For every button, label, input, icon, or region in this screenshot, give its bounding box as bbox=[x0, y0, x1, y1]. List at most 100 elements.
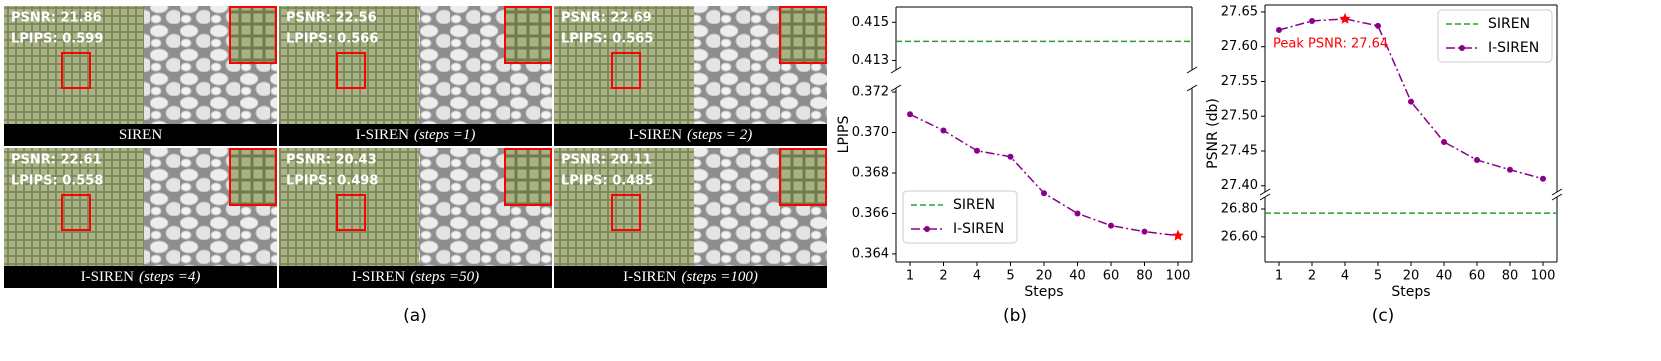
point-marker bbox=[1108, 222, 1114, 229]
star-marker bbox=[1339, 12, 1351, 24]
point-marker bbox=[1474, 157, 1480, 164]
break-mark bbox=[890, 66, 902, 74]
psnr-label: PSNR: 21.86 bbox=[11, 11, 102, 26]
annotation: Peak PSNR: 27.64 bbox=[1273, 36, 1388, 51]
lpips-label: LPIPS: 0.498 bbox=[286, 174, 378, 189]
psnr-label: PSNR: 20.11 bbox=[561, 153, 652, 168]
caption-bar bbox=[4, 124, 277, 146]
y-tick-label: 27.45 bbox=[1221, 143, 1258, 158]
psnr-label: PSNR: 22.69 bbox=[561, 11, 652, 26]
zoom-box bbox=[611, 194, 641, 231]
zoom-inset bbox=[229, 148, 277, 206]
setting: (steps = 2) bbox=[687, 127, 752, 143]
x-tick-label: 60 bbox=[1103, 269, 1120, 284]
texture-image bbox=[554, 148, 694, 266]
y-tick-label: 27.55 bbox=[1221, 74, 1258, 89]
point-marker bbox=[1507, 166, 1513, 173]
lpips-label: LPIPS: 0.566 bbox=[286, 32, 378, 47]
break-mark bbox=[1186, 84, 1198, 92]
lpips-label: LPIPS: 0.599 bbox=[11, 32, 103, 47]
x-tick-label: 100 bbox=[1531, 269, 1556, 284]
y-tick-label: 26.80 bbox=[1221, 201, 1258, 216]
caption-bar bbox=[554, 124, 827, 146]
method: I-SIREN bbox=[356, 127, 409, 143]
point-marker bbox=[1074, 210, 1081, 217]
method: I-SIREN bbox=[352, 269, 405, 285]
y-tick-label: 0.413 bbox=[852, 53, 889, 68]
texture-image bbox=[4, 6, 144, 124]
legend-label: SIREN bbox=[1488, 16, 1530, 32]
caption-bar bbox=[554, 266, 827, 288]
x-tick-label: 80 bbox=[1502, 269, 1519, 284]
point-marker bbox=[1309, 17, 1315, 24]
panel-label: (c) bbox=[1372, 306, 1395, 326]
x-tick-label: 60 bbox=[1469, 269, 1486, 284]
x-tick-label: 40 bbox=[1069, 269, 1086, 284]
lpips-label: LPIPS: 0.558 bbox=[11, 174, 103, 189]
legend-label: I-SIREN bbox=[1488, 40, 1539, 56]
x-axis-label: Steps bbox=[1391, 284, 1430, 300]
x-tick-label: 80 bbox=[1136, 269, 1153, 284]
point-marker bbox=[1441, 138, 1447, 145]
x-tick-label: 2 bbox=[1308, 269, 1316, 284]
legend-box bbox=[1437, 9, 1553, 63]
x-tick-label: 4 bbox=[1341, 269, 1349, 284]
point-marker bbox=[1141, 228, 1148, 235]
zoom-inset bbox=[779, 148, 827, 206]
break-mark bbox=[1259, 188, 1271, 196]
x-tick-label: 1 bbox=[1275, 269, 1283, 284]
caption-bar bbox=[4, 266, 277, 288]
break-mark bbox=[1551, 193, 1563, 201]
method: I-SIREN bbox=[629, 127, 682, 143]
point-marker bbox=[1041, 190, 1047, 197]
break-mark bbox=[1186, 66, 1198, 74]
panel-label: (a) bbox=[403, 306, 427, 326]
zoom-box bbox=[336, 194, 366, 231]
point-marker bbox=[974, 147, 980, 154]
caption-bar bbox=[279, 266, 552, 288]
setting: (steps =50) bbox=[410, 269, 479, 285]
star-marker bbox=[1172, 229, 1184, 241]
texture-image bbox=[279, 148, 419, 266]
point-marker bbox=[1375, 22, 1381, 29]
point-marker bbox=[1540, 175, 1546, 182]
zoom-box bbox=[61, 52, 91, 89]
caption: I-SIREN (steps =1) bbox=[356, 127, 476, 143]
texture-image bbox=[554, 6, 694, 124]
point-marker bbox=[1007, 153, 1014, 160]
zoom-inset bbox=[504, 6, 552, 64]
y-tick-label: 0.364 bbox=[852, 246, 889, 261]
zoom-box bbox=[336, 52, 366, 89]
x-axis-label: Steps bbox=[1024, 284, 1063, 300]
texture-image bbox=[279, 6, 419, 124]
y-axis-label: PSNR (db) bbox=[1205, 98, 1221, 169]
caption: I-SIREN (steps =50) bbox=[352, 269, 479, 285]
x-tick-label: 4 bbox=[973, 269, 981, 284]
legend-marker bbox=[924, 226, 930, 232]
break-mark bbox=[1259, 193, 1271, 201]
caption-bar bbox=[279, 124, 552, 146]
y-axis-label: LPIPS bbox=[836, 116, 852, 154]
y-tick-label: 0.366 bbox=[852, 206, 889, 221]
method: SIREN bbox=[119, 127, 163, 143]
texture-image bbox=[4, 148, 144, 266]
break-mark bbox=[1551, 188, 1563, 196]
y-tick-label: 27.40 bbox=[1221, 178, 1258, 193]
point-marker bbox=[1408, 98, 1414, 105]
zoom-box bbox=[61, 194, 91, 231]
zoom-inset bbox=[229, 6, 277, 64]
point-marker bbox=[907, 111, 913, 118]
point-marker bbox=[940, 127, 947, 134]
x-tick-label: 20 bbox=[1403, 269, 1420, 284]
psnr-label: PSNR: 22.56 bbox=[286, 11, 377, 26]
setting: (steps =1) bbox=[414, 127, 475, 143]
caption: I-SIREN (steps = 2) bbox=[629, 127, 752, 143]
zoom-box bbox=[611, 52, 641, 89]
x-tick-label: 20 bbox=[1036, 269, 1053, 284]
image-grid: PSNR: 21.86 LPIPS: 0.599 SIREN PSNR: 22.56 L… bbox=[4, 6, 827, 288]
psnr-label: PSNR: 22.61 bbox=[11, 153, 102, 168]
x-tick-label: 5 bbox=[1374, 269, 1382, 284]
x-tick-label: 100 bbox=[1166, 269, 1191, 284]
method: I-SIREN bbox=[623, 269, 676, 285]
setting: (steps =4) bbox=[139, 269, 200, 285]
